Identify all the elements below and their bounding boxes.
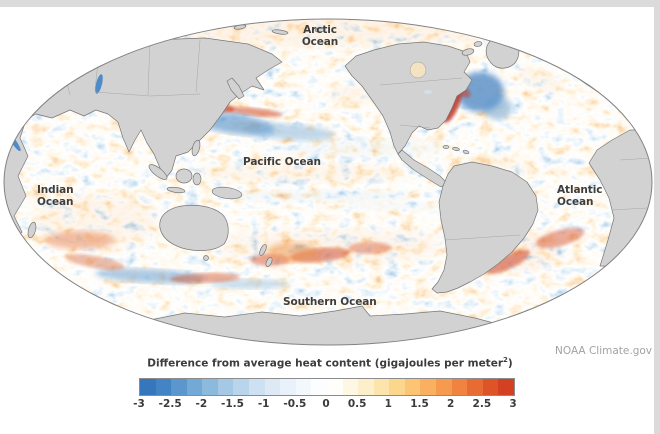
colorbar-tick-label: 1: [384, 398, 392, 410]
islands-canadian-arctic-2: [473, 41, 483, 47]
colorbar-segment: [155, 379, 172, 395]
label-line: Ocean: [301, 35, 339, 48]
label-line: Pacific Ocean: [243, 156, 321, 168]
colorbar-tick-label: 2: [447, 398, 455, 410]
island-tasmania: [203, 255, 209, 261]
label-pacific-ocean: Pacific Ocean: [243, 156, 321, 169]
colorbar-segment: [233, 379, 250, 395]
islands-arctic-slivers-3: [314, 27, 326, 33]
colorbar-segment: [373, 379, 390, 395]
island-new-zealand-south: [265, 256, 273, 268]
island-philippines: [191, 139, 201, 157]
colorbar: [139, 378, 515, 396]
caspian-sea: [95, 74, 103, 94]
label-atlantic-ocean: Atlantic Ocean: [557, 184, 603, 208]
colorbar-segment: [186, 379, 203, 395]
colorbar-segment: [280, 379, 296, 395]
map-outline: [3, 18, 653, 346]
colorbar-segment: [498, 379, 514, 395]
label-southern-ocean: Southern Ocean: [283, 296, 377, 309]
colorbar-segment: [295, 379, 312, 395]
label-line: Atlantic: [557, 184, 603, 196]
colorbar-tick-label: -1.5: [221, 398, 244, 410]
colorbar-segment: [451, 379, 468, 395]
islands-canadian-arctic: [461, 48, 475, 56]
colorbar-tick-label: 2.5: [472, 398, 492, 410]
colorbar-tick-label: -1: [257, 398, 270, 410]
colorbar-tick-label: 0: [322, 398, 330, 410]
colorbar-segment: [420, 379, 436, 395]
legend-title-superscript: 2: [503, 356, 508, 364]
islands-caribbean-2: [452, 147, 460, 151]
colorbar-segment: [326, 379, 343, 395]
islands-arctic-slivers-2: [271, 29, 289, 35]
landmass-africa-left: [4, 119, 29, 249]
colorbar-segment: [342, 379, 359, 395]
landmass-antarctica: [119, 305, 531, 345]
colorbar-segment: [467, 379, 483, 395]
page-edge-right: [654, 0, 660, 434]
colorbar-segment: [482, 379, 499, 395]
colorbar-segment: [249, 379, 265, 395]
colorbar-segment: [311, 379, 327, 395]
legend-title: Difference from average heat content (gi…: [0, 356, 660, 370]
islands-caribbean: [442, 145, 450, 149]
colorbar-segment: [389, 379, 405, 395]
colorbar-tick-label: -2: [195, 398, 208, 410]
label-line: Ocean: [37, 195, 74, 208]
landmass-north-america: [344, 41, 473, 155]
island-sulawesi: [192, 172, 202, 186]
colorbar-tick-label: -2.5: [158, 398, 182, 410]
colorbar-segment: [358, 379, 374, 395]
colorbar-segment: [217, 379, 234, 395]
island-madagascar: [27, 221, 37, 239]
legend-title-text: Difference from average heat content (gi…: [147, 357, 504, 370]
landmass-australia: [159, 204, 229, 251]
colorbar-segment: [202, 379, 218, 395]
label-line: Arctic: [303, 24, 337, 36]
page-edge-top: [0, 0, 660, 7]
colorbar-segment: [264, 379, 281, 395]
island-new-zealand-north: [259, 244, 267, 256]
colorbar-tick-label: 3: [509, 398, 517, 410]
colorbar-segment: [435, 379, 452, 395]
colorbar-tick-label: -0.5: [283, 398, 307, 410]
label-line: Indian: [37, 184, 74, 196]
landmass-japan: [226, 77, 245, 100]
colorbar-segment: [140, 379, 156, 395]
colorbar-ticks: -3 -2.5 -2 -1.5 -1 -0.5 0 0.5 1 1.5 2 2.5 3: [133, 398, 517, 412]
colorbar-tick-label: 0.5: [347, 398, 367, 410]
landmass-central-america: [397, 149, 448, 188]
islands-caribbean-3: [462, 149, 470, 155]
world-map-svg: [3, 18, 653, 346]
island-java: [166, 186, 186, 194]
label-line: Southern Ocean: [283, 296, 377, 308]
label-line: Ocean: [557, 195, 594, 208]
landmass-south-america: [431, 161, 539, 294]
label-arctic-ocean: Arctic Ocean: [294, 24, 346, 48]
hudson-bay: [409, 61, 427, 79]
colorbar-tick-label: -3: [133, 398, 145, 410]
great-lakes: [424, 90, 432, 94]
island-new-guinea: [211, 186, 243, 200]
label-indian-ocean: Indian Ocean: [37, 184, 74, 208]
colorbar-segment: [171, 379, 187, 395]
colorbar-tick-label: 1.5: [410, 398, 429, 410]
legend-title-suffix: ): [507, 357, 513, 370]
island-sumatra: [148, 164, 168, 180]
credit-text: NOAA Climate.gov: [555, 345, 652, 357]
colorbar-segment: [404, 379, 421, 395]
island-borneo: [175, 168, 193, 184]
landmass-greenland: [485, 35, 520, 69]
